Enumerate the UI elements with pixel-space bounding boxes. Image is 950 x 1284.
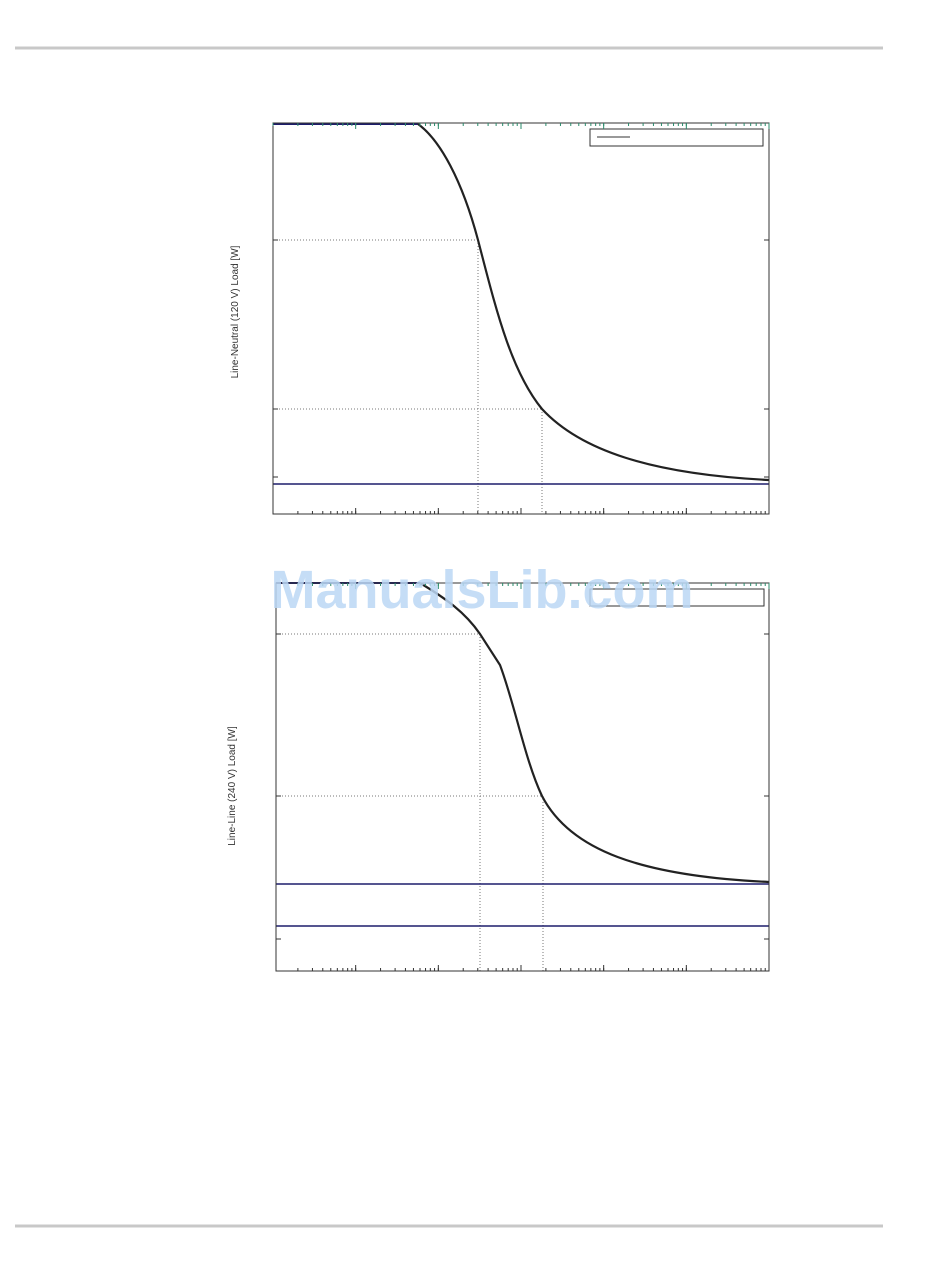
chart-1: Line-Neutral (120 V) Load [W] — [230, 122, 770, 515]
watermark: ManualsLib.com — [270, 560, 693, 620]
legend-box — [589, 128, 764, 147]
axis-ticks — [272, 123, 770, 971]
curve — [419, 582, 770, 884]
plot-frame — [272, 122, 770, 515]
plot-frame — [275, 582, 770, 972]
y-axis-label: Line-Neutral (120 V) Load [W] — [230, 245, 241, 378]
chart-2: Line-Line (240 V) Load [W] — [227, 582, 770, 972]
curve — [417, 123, 770, 482]
legend-box — [589, 588, 765, 607]
y-axis-label: Line-Line (240 V) Load [W] — [227, 726, 238, 846]
